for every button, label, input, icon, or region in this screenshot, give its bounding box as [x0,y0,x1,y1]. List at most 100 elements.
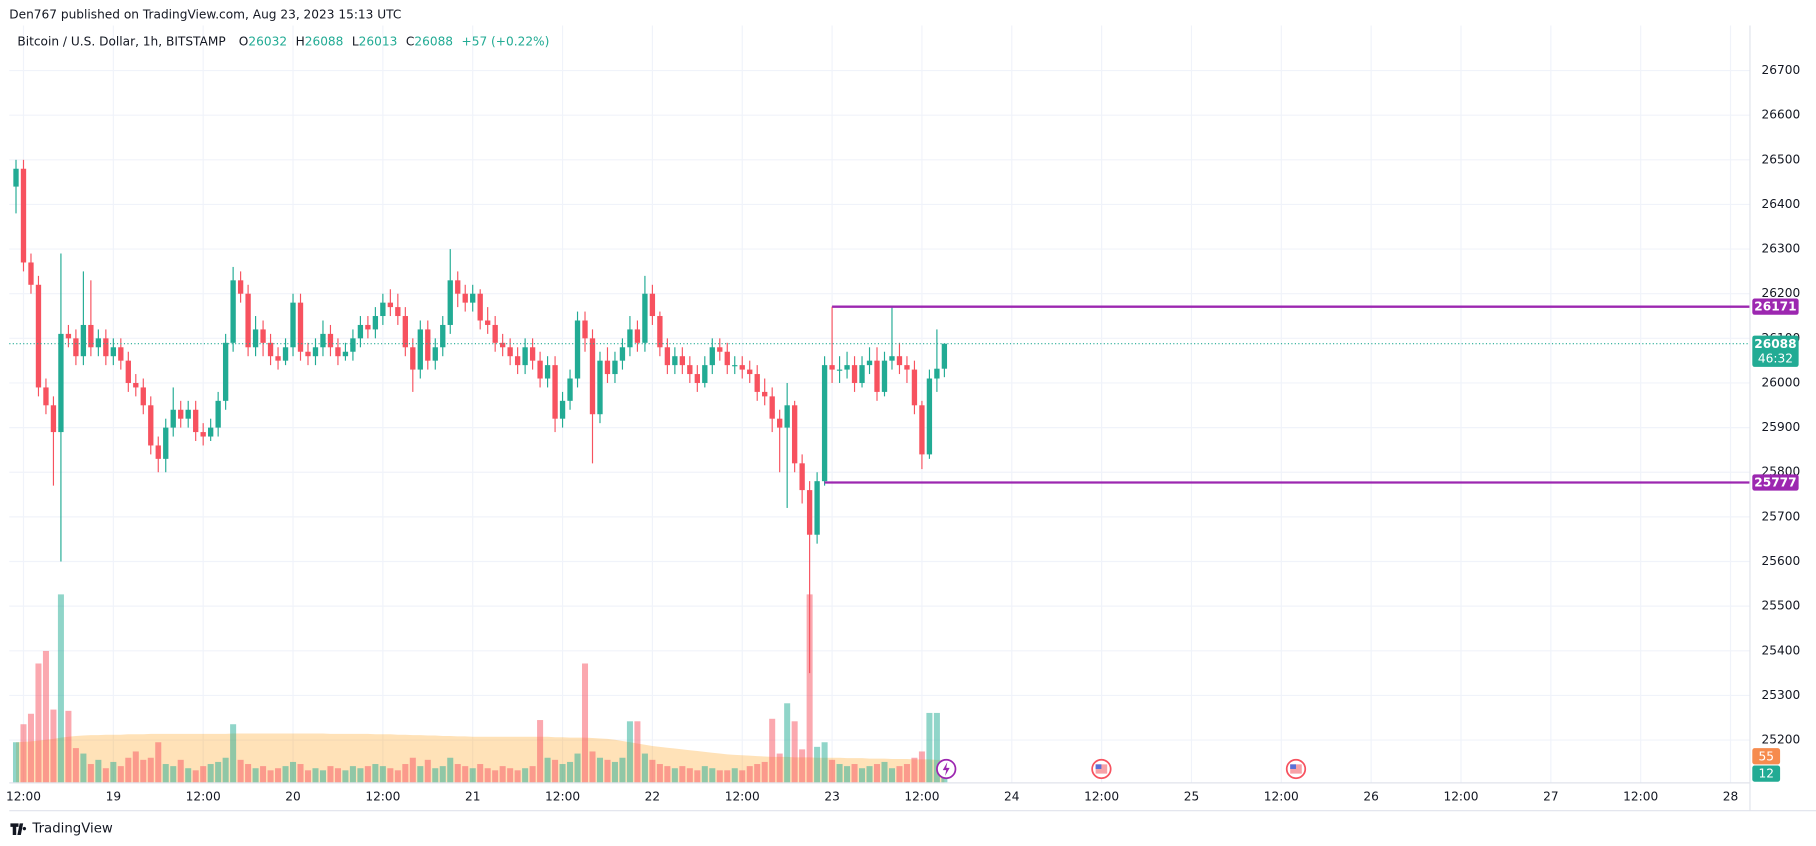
volume-bar [911,757,918,783]
candle-body [642,293,648,343]
x-tick-label: 12:00 [365,789,400,803]
candle-body [814,481,820,535]
volume-bar [65,710,72,783]
volume-bar [836,764,843,783]
candle-body [462,293,468,303]
candle-body [110,347,116,357]
volume-bar [567,761,574,783]
volume-bar [888,768,895,783]
x-tick-label: 21 [465,789,480,803]
volume-bar [117,766,124,783]
volume-bar [791,721,798,783]
volume-bar [514,770,521,783]
candle-body [193,409,199,433]
candle-body [799,463,805,491]
volume-bar [230,724,237,783]
volume-bar [604,759,611,783]
volume-bar [132,751,139,783]
volume-bar [185,768,192,783]
volume-bar [499,766,506,783]
candle-body [425,329,431,361]
volume-bar [417,766,424,783]
volume-bar [664,766,671,783]
volume-bar [544,757,551,783]
volume-bar [724,770,731,783]
x-tick-label: 27 [1543,789,1558,803]
candle-body [717,347,723,352]
candle-body [350,338,356,352]
candle-body [724,351,730,366]
candle-body [103,338,109,357]
x-tick-label: 19 [106,789,121,803]
ohlc-label: O [239,34,249,48]
candle-body [395,307,401,317]
volume-bar [110,761,117,783]
candle-body [694,374,700,383]
candle-body [612,360,618,375]
volume-bar [57,594,64,783]
volume-bar [297,764,304,783]
volume-bar [507,768,514,783]
event-icon[interactable] [936,758,957,780]
volume-bar [641,753,648,783]
event-icon[interactable] [1091,758,1112,780]
volume-bar [873,764,881,783]
publish-header: Den767 published on TradingView.com, Aug… [9,8,401,22]
volume-bar [20,724,27,783]
candle-body [589,338,596,415]
candle-body [13,168,19,187]
event-icon[interactable] [1285,758,1307,780]
candle-body [777,418,783,428]
volume-bar [671,768,678,783]
candle-body [222,342,229,401]
candle-body [881,360,888,392]
y-tick-label: 25500 [1762,599,1801,613]
y-tick-label: 26500 [1762,152,1801,166]
volume-bar [424,759,431,783]
candle-body [260,329,266,343]
volume-bar [215,761,222,783]
candle-body [58,333,64,433]
candle-body [851,365,858,383]
volume-pane [12,594,948,783]
volume-bar [634,721,641,783]
volume-bar [72,748,79,783]
volume-bar [394,770,401,783]
volume-bar [731,768,738,783]
volume-bar [626,721,633,783]
volume-bar [559,764,566,783]
volume-bar [776,753,783,783]
volume-bar [799,749,806,783]
candle-body [327,333,334,348]
x-tick-label: 12:00 [904,789,939,803]
candle-body [335,347,341,357]
volume-bar [484,768,491,783]
candle-body [574,320,581,379]
y-tick-label: 25900 [1762,420,1801,434]
volume-bar [903,764,910,783]
volume-ma-badge-label: 55 [1758,749,1773,763]
symbol-title: Bitcoin / U.S. Dollar, 1h, BITSTAMP [17,34,225,48]
candle-body [687,365,693,375]
price-badge [1752,335,1799,367]
volume-badge-label: 12 [1758,767,1773,781]
volume-bar [918,751,925,783]
ohlc-value: 26088 [305,34,344,48]
candle-body [567,378,573,401]
candle-body [702,365,708,383]
volume-badge [1752,765,1781,782]
candle-body [320,333,326,348]
volume-bar [402,764,409,783]
volume-bar [35,663,42,783]
x-tick-label: 24 [1004,789,1020,803]
volume-bar [686,768,693,783]
candle-body [237,280,244,294]
y-tick-label: 26700 [1762,63,1801,77]
volume-bar [312,768,319,783]
x-tick-label: 23 [824,789,839,803]
volume-bar [881,761,888,783]
volume-bar [50,709,57,783]
x-tick-label: 12:00 [1623,789,1658,803]
candle-body [200,432,206,437]
